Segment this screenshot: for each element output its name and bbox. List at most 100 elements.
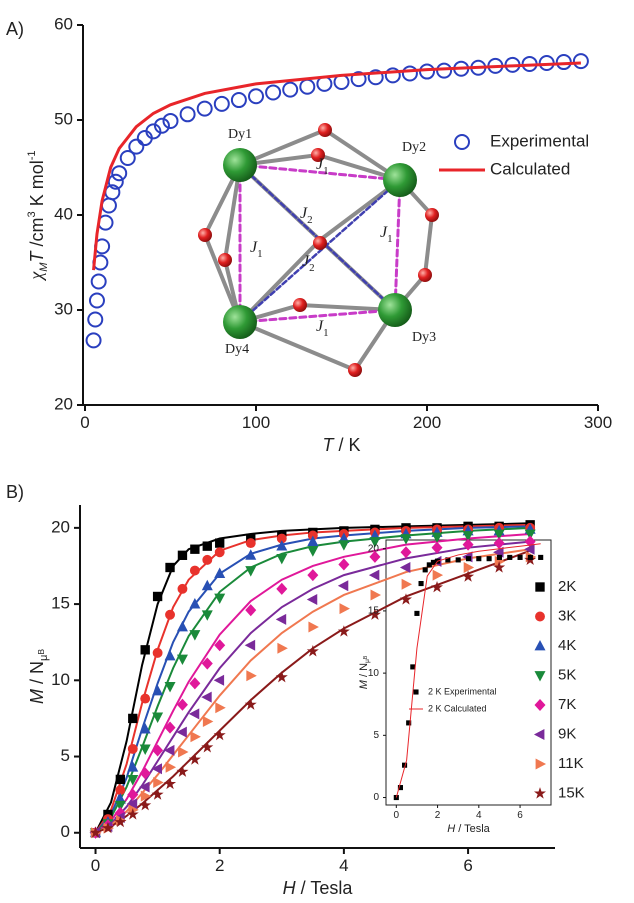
coupling-label: J2 [300, 205, 313, 226]
y-tick-label: 10 [51, 670, 70, 689]
data-point [165, 609, 175, 620]
data-point [139, 798, 152, 811]
data-point [369, 550, 381, 563]
label-part: / N [27, 661, 47, 689]
label-part: /cm [27, 217, 47, 251]
data-point [462, 538, 474, 551]
data-point [455, 557, 461, 563]
data-point [176, 698, 188, 711]
data-point [245, 566, 257, 577]
label-part: 2 [309, 262, 315, 274]
data-point [176, 620, 188, 632]
legend-label: 2 K Calculated [428, 703, 487, 713]
data-point [275, 670, 288, 683]
panel-label: A) [6, 19, 24, 39]
data-point [308, 621, 319, 633]
data-point [431, 532, 443, 544]
data-point [215, 538, 225, 548]
data-point [89, 826, 102, 838]
data-point [190, 731, 201, 743]
label-part: χ [26, 271, 46, 282]
label-part: / Tesla [455, 823, 491, 835]
x-tick-label: 0 [394, 810, 400, 821]
data-point [139, 767, 151, 780]
label-part: 3 [26, 211, 38, 217]
data-point [140, 693, 151, 704]
data-point [115, 774, 126, 785]
legend-marker [534, 671, 546, 682]
data-point [244, 698, 257, 710]
data-point [215, 702, 226, 714]
legend-label: 7K [558, 696, 576, 713]
x-axis-label: H / Tesla [283, 878, 354, 898]
y-tick-label: 20 [368, 543, 380, 554]
data-point [164, 721, 176, 734]
legend-marker [533, 729, 545, 740]
y-tick-label: 0 [373, 792, 379, 803]
label-part: / K [333, 435, 360, 455]
data-point [126, 808, 139, 820]
data-point [164, 649, 176, 661]
data-point [202, 554, 213, 565]
data-point [338, 558, 350, 571]
data-point [178, 746, 189, 758]
y-tick-label: 0 [61, 822, 70, 841]
y-tick-label: 15 [368, 606, 380, 617]
data-point [414, 610, 420, 616]
data-point [276, 533, 287, 544]
data-point [165, 562, 175, 573]
data-point [152, 591, 163, 602]
x-tick-label: 2 [435, 810, 441, 821]
data-point [486, 556, 492, 562]
data-point [88, 292, 105, 309]
data-point [111, 165, 128, 182]
data-point [384, 67, 401, 84]
data-point [107, 173, 124, 190]
data-point [244, 639, 256, 651]
data-point [213, 728, 226, 741]
data-point [230, 92, 247, 109]
data-point [369, 537, 381, 548]
fit-line [95, 540, 531, 834]
panel-label: B) [6, 482, 24, 502]
data-point [127, 775, 139, 786]
data-point [127, 788, 139, 801]
data-point [524, 529, 536, 541]
label-part: 1 [323, 165, 329, 177]
data-point [400, 546, 412, 559]
data-point [164, 777, 177, 790]
data-point [337, 580, 349, 592]
data-point [276, 540, 288, 551]
y-tick-label: 60 [54, 14, 73, 33]
legend-label: Experimental [490, 131, 589, 150]
label-part: H [283, 878, 297, 898]
data-point [177, 583, 188, 594]
data-point [517, 554, 523, 560]
x-tick-label: 200 [413, 413, 441, 432]
data-point [418, 580, 424, 587]
y-axis-label: M / NμB [358, 655, 371, 689]
x-tick-label: 300 [584, 413, 612, 432]
label-part: μ [38, 655, 50, 661]
data-point [245, 549, 257, 560]
data-point [128, 138, 145, 155]
y-tick-label: 5 [373, 730, 379, 741]
legend-label: 2K [558, 578, 576, 595]
data-point [307, 530, 318, 541]
data-point [400, 534, 412, 545]
y-tick-label: 20 [51, 517, 70, 536]
x-axis-label: H / Tesla [447, 823, 490, 835]
data-point [265, 84, 282, 101]
label-part: J [316, 156, 324, 173]
y-tick-label: 50 [54, 109, 73, 128]
data-point [164, 682, 176, 693]
x-tick-label: 100 [242, 413, 270, 432]
data-point [153, 117, 170, 134]
data-point [176, 726, 187, 738]
coupling-label: J1 [316, 156, 329, 177]
data-point [507, 554, 513, 560]
label-part: J [316, 318, 324, 335]
data-point [201, 691, 212, 703]
y-axis-label: χMT /cm3 K mol-1 [26, 150, 50, 281]
